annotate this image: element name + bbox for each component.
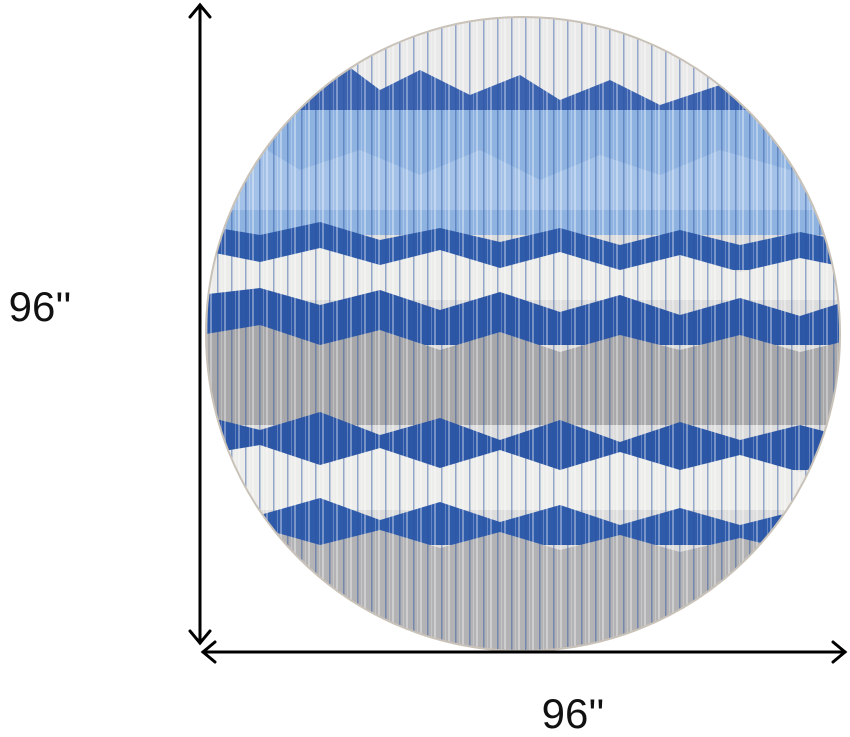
height-arrow — [188, 2, 212, 646]
width-arrow — [200, 640, 848, 664]
rug — [206, 17, 840, 651]
height-label: 96'' — [9, 283, 72, 330]
width-label: 96'' — [542, 690, 605, 737]
